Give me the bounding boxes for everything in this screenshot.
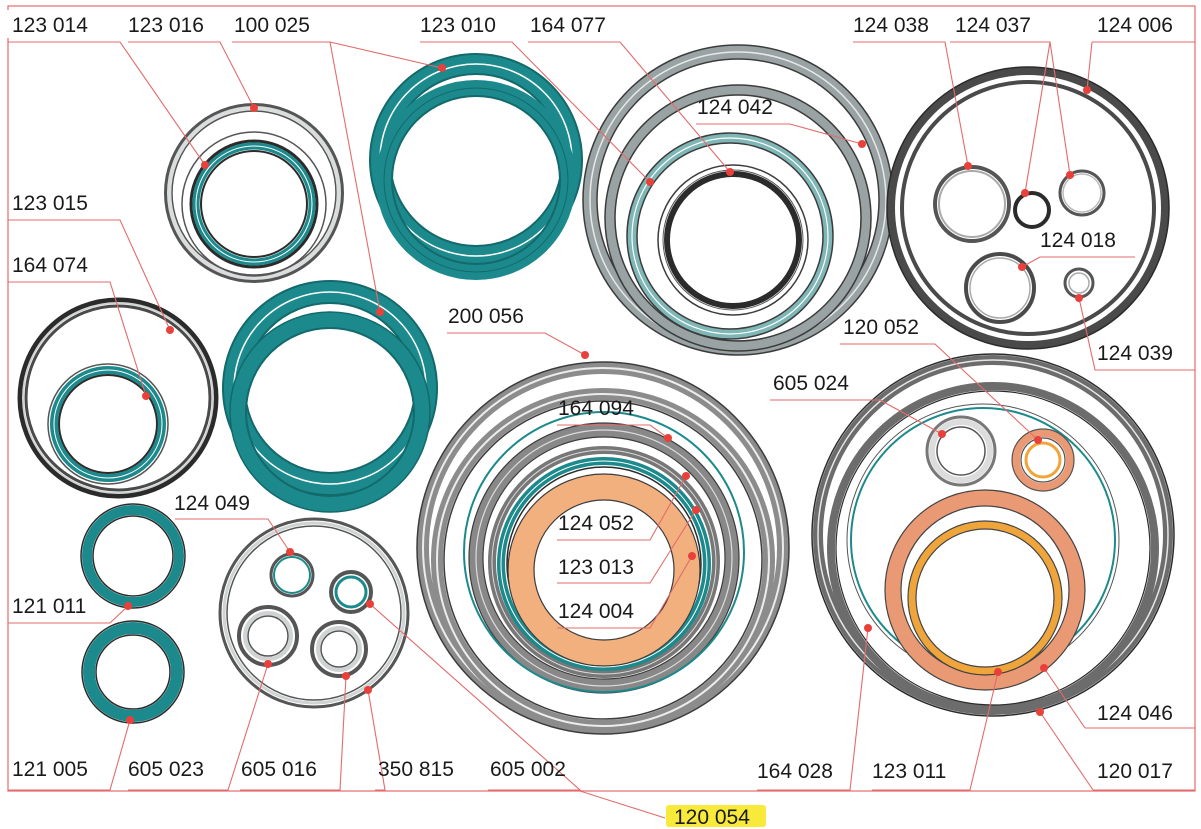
- label-605002: 605 002: [490, 758, 566, 781]
- ring-123014: [181, 131, 327, 277]
- label-121005: 121 005: [12, 758, 88, 781]
- label-100025: 100 025: [234, 14, 310, 37]
- ring-124018: [964, 252, 1036, 324]
- ring-350815: [218, 517, 410, 709]
- kit-frame: [7, 5, 1196, 792]
- ring-124039: [1063, 267, 1095, 299]
- ring-200056: [416, 361, 790, 735]
- label-124038: 124 038: [853, 14, 929, 37]
- ring-100025-lower: [222, 280, 438, 513]
- label-124004: 124 004: [558, 600, 634, 623]
- label-123016: 123 016: [128, 14, 204, 37]
- label-164094: 164 094: [558, 397, 634, 420]
- leader-lines: [8, 41, 1195, 791]
- ring-124049: [269, 552, 315, 598]
- ring-123011: [907, 520, 1063, 676]
- label-124006: 124 006: [1097, 14, 1173, 37]
- label-123011: 123 011: [872, 760, 946, 783]
- label-164028: 164 028: [757, 760, 833, 783]
- ring-121011: [80, 503, 186, 609]
- ring-164094: [463, 411, 745, 694]
- ring-121005: [81, 620, 185, 724]
- ring-605002: [329, 570, 373, 614]
- ring-100025: [369, 53, 583, 280]
- ring-164028: [846, 403, 1120, 677]
- label-123015: 123 015: [12, 192, 88, 215]
- ring-605024: [925, 415, 997, 487]
- label-124042: 124 042: [697, 96, 773, 119]
- ring-124037b: [1058, 169, 1106, 217]
- ring-124004: [507, 473, 701, 667]
- label-605024: 605 024: [773, 372, 849, 395]
- label-164074: 164 074: [12, 254, 88, 277]
- ring-123010: [626, 132, 834, 340]
- label-200056: 200 056: [448, 305, 524, 328]
- ring-605023: [237, 605, 299, 667]
- label-120052: 120 052: [843, 316, 919, 339]
- kit-number-label: 120 054: [674, 806, 750, 829]
- marker-dots: [124, 64, 1091, 724]
- label-120017: 120 017: [1097, 760, 1173, 783]
- label-121011: 121 011: [12, 595, 86, 618]
- label-605016: 605 016: [241, 758, 317, 781]
- label-164077: 164 077: [530, 14, 606, 37]
- label-124039: 124 039: [1097, 342, 1173, 365]
- label-124049: 124 049: [174, 492, 250, 515]
- ring-124037: [1013, 191, 1051, 229]
- label-124018: 124 018: [1040, 229, 1116, 252]
- ring-124006: [886, 66, 1170, 350]
- label-124046: 124 046: [1097, 702, 1173, 725]
- ring-120052: [1011, 428, 1075, 492]
- ring-124038: [933, 165, 1011, 243]
- kit-leader: [8, 790, 666, 819]
- ring-124042: [657, 164, 809, 316]
- label-123010: 123 010: [420, 14, 496, 37]
- ring-164074: [47, 363, 169, 485]
- ring-120017: [811, 353, 1175, 717]
- ring-123015: [17, 297, 219, 499]
- kit-part-number: 120 054: [666, 805, 766, 829]
- label-123014: 123 014: [12, 14, 88, 37]
- labels: 123 014 123 016 100 025 123 010 164 077 …: [6, 10, 1173, 783]
- label-123013: 123 013: [558, 556, 634, 579]
- ring-605016: [310, 620, 368, 678]
- label-605023: 605 023: [128, 758, 204, 781]
- label-350815: 350 815: [378, 758, 454, 781]
- label-124052: 124 052: [558, 512, 634, 535]
- ring-124052: [488, 446, 720, 678]
- kit-number-highlight: [666, 805, 766, 827]
- label-124037: 124 037: [955, 14, 1031, 37]
